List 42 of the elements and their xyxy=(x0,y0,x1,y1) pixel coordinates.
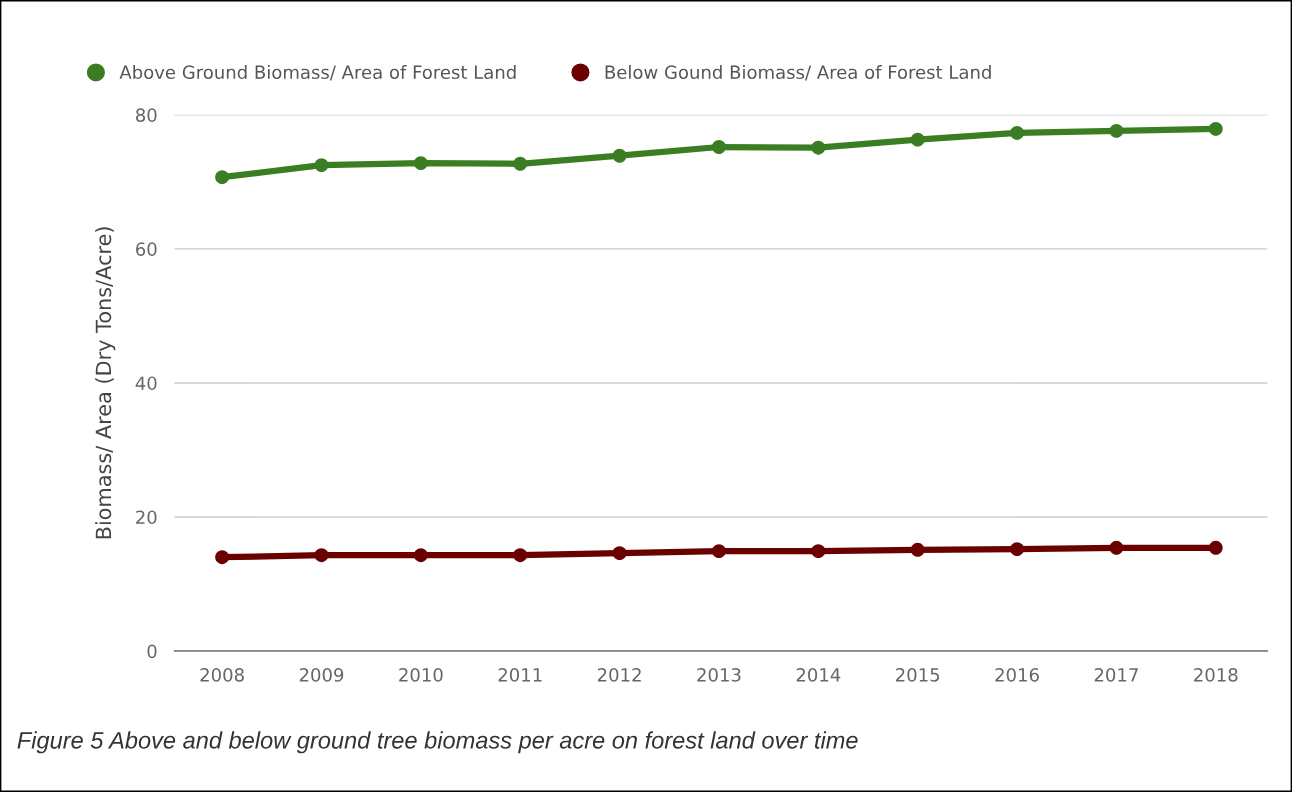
x-tick-label: 2012 xyxy=(597,668,641,682)
x-tick-label: 2017 xyxy=(1094,668,1138,682)
x-tick-label: 2016 xyxy=(995,668,1039,682)
caption: Figure 5 Above and below ground tree biomass per acre on forest land over time xyxy=(17,731,858,754)
point xyxy=(1208,540,1223,555)
point xyxy=(314,158,329,173)
point xyxy=(215,170,230,185)
point xyxy=(314,548,329,563)
legend-label: Below Gound Biomass/ Area of Forest Land xyxy=(605,65,991,81)
x-tick-label: 2014 xyxy=(796,668,841,682)
legend-label: Above Ground Biomass/ Area of Forest Land xyxy=(119,65,516,81)
y-tick-label: 40 xyxy=(135,376,157,391)
point xyxy=(215,550,230,565)
point xyxy=(513,156,528,171)
x-tick-label: 2008 xyxy=(200,668,244,682)
point xyxy=(413,548,428,563)
point xyxy=(413,156,428,171)
x-tick-label: 2010 xyxy=(399,668,443,682)
point xyxy=(1010,125,1024,140)
y-axis-title: Biomass/ Area (Dry Tons/Acre) xyxy=(95,227,116,539)
point xyxy=(811,140,826,155)
x-tick-label: 2013 xyxy=(697,668,741,682)
point xyxy=(910,542,925,557)
x-tick-label: 2011 xyxy=(498,668,542,682)
y-tick-label: 80 xyxy=(136,108,157,122)
point xyxy=(612,546,627,561)
point xyxy=(513,548,528,563)
y-tick-label: 0 xyxy=(147,644,157,659)
point xyxy=(712,544,726,559)
point xyxy=(910,132,925,147)
point xyxy=(1109,123,1124,138)
point xyxy=(712,140,726,154)
x-tick-label: 2015 xyxy=(896,668,940,682)
y-tick-label: 60 xyxy=(136,242,157,256)
y-tick-label: 20 xyxy=(136,510,157,525)
x-tick-label: 2009 xyxy=(299,668,344,682)
point xyxy=(1208,121,1223,136)
point xyxy=(1109,540,1124,555)
point xyxy=(1010,542,1024,557)
x-tick-label: 2018 xyxy=(1194,668,1238,682)
point xyxy=(612,148,627,163)
point xyxy=(811,544,826,559)
